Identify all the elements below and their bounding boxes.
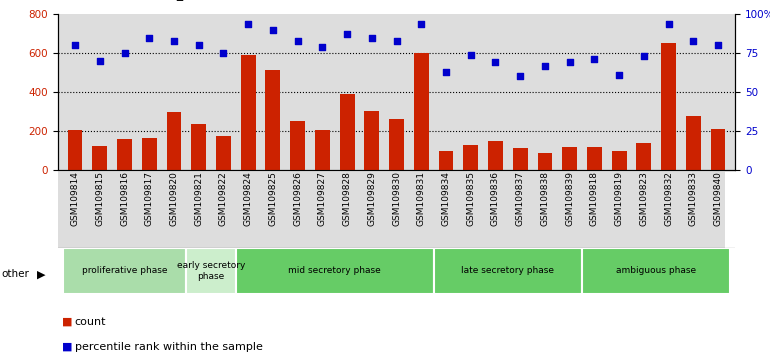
Bar: [513, 148, 527, 170]
Text: count: count: [75, 317, 106, 327]
Bar: [290, 121, 305, 170]
Point: [440, 69, 452, 75]
Text: GSM109834: GSM109834: [441, 171, 450, 226]
Point: [464, 52, 477, 57]
Point: [662, 21, 675, 26]
Point: [366, 35, 378, 40]
Bar: [637, 143, 651, 170]
Bar: [166, 113, 182, 170]
Point: [564, 59, 576, 65]
Bar: [562, 147, 577, 170]
Text: GSM109840: GSM109840: [714, 171, 722, 226]
Point: [613, 72, 625, 78]
Bar: [241, 55, 256, 170]
Bar: [434, 248, 582, 294]
Point: [687, 38, 699, 44]
Text: GSM109838: GSM109838: [541, 171, 550, 227]
Bar: [611, 152, 627, 170]
Point: [341, 32, 353, 37]
Bar: [364, 110, 380, 170]
Point: [292, 38, 304, 44]
Point: [588, 57, 601, 62]
Bar: [315, 130, 330, 170]
Text: GSM109827: GSM109827: [318, 171, 326, 226]
Point: [514, 74, 527, 79]
Point: [192, 42, 205, 48]
Point: [266, 27, 279, 33]
Text: GSM109819: GSM109819: [614, 171, 624, 227]
Text: mid secretory phase: mid secretory phase: [288, 266, 381, 275]
Bar: [413, 53, 429, 170]
Text: GSM109820: GSM109820: [169, 171, 179, 226]
Point: [217, 50, 229, 56]
Text: GSM109822: GSM109822: [219, 171, 228, 226]
Bar: [92, 145, 107, 170]
Point: [143, 35, 156, 40]
Text: percentile rank within the sample: percentile rank within the sample: [75, 342, 263, 352]
Bar: [62, 248, 186, 294]
Bar: [488, 141, 503, 170]
Text: GSM109830: GSM109830: [392, 171, 401, 227]
Bar: [711, 129, 725, 170]
Bar: [587, 147, 602, 170]
Text: GSM109828: GSM109828: [343, 171, 352, 226]
Text: GSM109824: GSM109824: [243, 171, 253, 226]
Text: GSM109831: GSM109831: [417, 171, 426, 227]
Point: [712, 42, 725, 48]
Text: GSM109817: GSM109817: [145, 171, 154, 227]
Text: ■: ■: [62, 342, 72, 352]
Bar: [68, 130, 82, 170]
Point: [69, 42, 81, 48]
Bar: [340, 94, 354, 170]
Bar: [389, 119, 404, 170]
Point: [119, 50, 131, 56]
Bar: [216, 136, 231, 170]
Text: GSM109836: GSM109836: [491, 171, 500, 227]
Bar: [191, 124, 206, 170]
Text: GSM109835: GSM109835: [467, 171, 475, 227]
Text: late secretory phase: late secretory phase: [461, 266, 554, 275]
Text: GSM109833: GSM109833: [689, 171, 698, 227]
Point: [489, 59, 501, 65]
Text: GSM109814: GSM109814: [71, 171, 79, 226]
Point: [415, 21, 427, 26]
Point: [242, 21, 254, 26]
Bar: [236, 248, 434, 294]
Text: GSM109826: GSM109826: [293, 171, 302, 226]
Point: [539, 63, 551, 68]
Bar: [686, 116, 701, 170]
Bar: [142, 138, 156, 170]
Text: GSM109832: GSM109832: [664, 171, 673, 226]
Text: other: other: [2, 269, 29, 279]
Text: GSM109825: GSM109825: [269, 171, 277, 226]
Text: ambiguous phase: ambiguous phase: [616, 266, 696, 275]
Point: [638, 53, 650, 59]
Text: GSM109821: GSM109821: [194, 171, 203, 226]
Bar: [266, 70, 280, 170]
Text: GSM109815: GSM109815: [95, 171, 104, 227]
Point: [94, 58, 106, 64]
Bar: [537, 153, 552, 170]
Text: proliferative phase: proliferative phase: [82, 266, 167, 275]
Text: GSM109818: GSM109818: [590, 171, 599, 227]
Text: ■: ■: [62, 317, 72, 327]
Bar: [464, 144, 478, 170]
Text: GSM109823: GSM109823: [639, 171, 648, 226]
Point: [316, 44, 329, 50]
Bar: [582, 248, 731, 294]
Bar: [439, 152, 454, 170]
Text: GSM109816: GSM109816: [120, 171, 129, 227]
Text: GSM109829: GSM109829: [367, 171, 377, 226]
Text: GSM109839: GSM109839: [565, 171, 574, 227]
Bar: [661, 44, 676, 170]
Point: [168, 38, 180, 44]
Point: [390, 38, 403, 44]
Text: GSM109837: GSM109837: [516, 171, 524, 227]
Bar: [117, 139, 132, 170]
Bar: [186, 248, 236, 294]
Text: early secretory
phase: early secretory phase: [177, 261, 246, 280]
Text: ▶: ▶: [37, 269, 45, 279]
